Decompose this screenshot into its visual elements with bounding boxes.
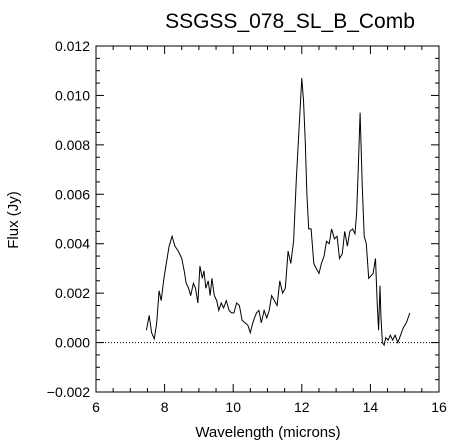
x-tick-label: 8 (161, 399, 169, 415)
y-tick-label: 0.002 (55, 285, 90, 301)
y-axis-label: Flux (Jy) (5, 191, 22, 249)
axis-ticks: 6 8 10 12 14 16 −0.002 0.000 0.002 0.004 0.006 0.00… (47, 38, 447, 415)
y-tick-label: 0.008 (55, 137, 90, 153)
x-tick-label: 6 (92, 399, 100, 415)
y-tick-label: 0.012 (55, 38, 90, 54)
y-tick-label: 0.000 (55, 335, 90, 351)
x-axis-label: Wavelength (microns) (195, 424, 340, 441)
chart-title: SSGSS_078_SL_B_Comb (165, 10, 415, 33)
y-tick-label: 0.010 (55, 87, 90, 103)
y-tick-label: 0.004 (55, 236, 90, 252)
x-tick-label: 14 (363, 399, 379, 415)
y-tick-label: −0.002 (47, 384, 90, 400)
y-tick-label: 0.006 (55, 186, 90, 202)
x-tick-label: 12 (294, 399, 310, 415)
x-tick-label: 16 (431, 399, 447, 415)
x-tick-label: 10 (225, 399, 241, 415)
flux-series-line (145, 78, 411, 347)
